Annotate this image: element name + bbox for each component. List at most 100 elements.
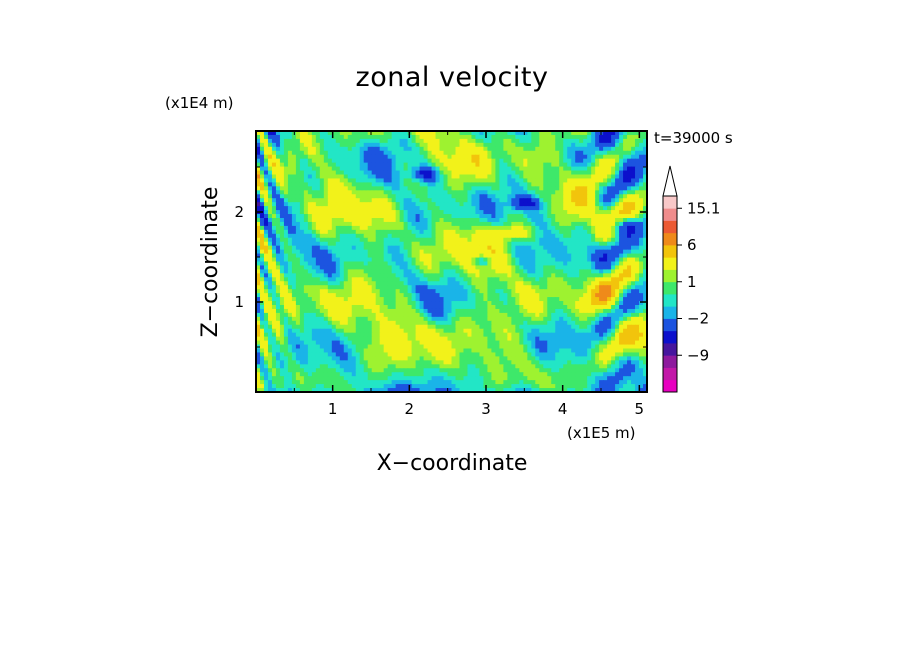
field-cell (263, 174, 269, 180)
field-cell (575, 166, 580, 172)
field-cell (479, 198, 485, 203)
field-cell (415, 269, 421, 274)
field-cell (619, 233, 624, 239)
field-cell (383, 221, 389, 227)
field-cell (327, 297, 333, 302)
field-cell (343, 289, 349, 294)
field-cell (331, 316, 337, 322)
field-cell (487, 210, 492, 215)
field-cell (319, 265, 325, 270)
field-cell (547, 265, 552, 270)
field-cell (267, 182, 273, 187)
field-cell (375, 170, 381, 176)
field-cell (435, 241, 441, 247)
field-cell (311, 194, 317, 199)
field-cell (379, 190, 385, 195)
field-cell (256, 245, 261, 251)
field-cell (543, 198, 548, 203)
field-cell (415, 166, 421, 172)
field-cell (431, 166, 437, 172)
field-cell (515, 281, 520, 286)
field-cell (447, 202, 453, 207)
field-cell (343, 293, 349, 298)
field-cell (419, 218, 425, 223)
field-cell (555, 158, 560, 164)
field-cell (299, 170, 305, 176)
field-cell (279, 178, 285, 183)
field-cell (467, 233, 473, 239)
field-cell (503, 241, 508, 247)
field-cell (575, 241, 580, 247)
field-cell (451, 210, 457, 215)
field-cell (635, 210, 640, 215)
field-cell (607, 174, 612, 180)
field-cell (367, 312, 373, 318)
field-cell (375, 182, 381, 187)
field-cell (595, 265, 600, 270)
field-cell (619, 273, 624, 278)
field-cell (275, 253, 281, 259)
field-cell (475, 281, 481, 286)
field-cell (611, 297, 616, 302)
field-cell (495, 308, 500, 314)
field-cell (259, 293, 265, 298)
field-cell (603, 285, 608, 290)
field-cell (631, 154, 636, 160)
field-cell (439, 245, 445, 251)
field-cell (443, 316, 449, 322)
field-cell (567, 170, 572, 176)
field-cell (631, 273, 636, 278)
field-cell (343, 138, 349, 144)
field-cell (443, 150, 449, 156)
field-cell (351, 146, 357, 152)
field-cell (519, 162, 524, 168)
field-cell (375, 210, 381, 215)
field-cell (327, 305, 333, 310)
field-cell (527, 154, 532, 160)
field-cell (391, 182, 397, 187)
field-cell (495, 186, 500, 191)
field-cell (271, 265, 277, 270)
field-cell (347, 186, 353, 191)
field-cell (639, 320, 644, 326)
field-cell (279, 320, 285, 326)
field-cell (355, 320, 361, 326)
field-cell (287, 218, 293, 223)
field-cell (283, 166, 289, 172)
field-cell (507, 229, 512, 235)
field-cell (295, 174, 301, 180)
field-cell (259, 312, 265, 318)
field-cell (459, 178, 465, 183)
field-cell (343, 198, 349, 203)
field-cell (423, 285, 429, 290)
field-cell (303, 190, 309, 195)
field-cell (615, 265, 620, 270)
field-cell (511, 305, 516, 310)
field-cell (403, 269, 409, 274)
field-cell (555, 241, 560, 247)
field-cell (399, 221, 405, 227)
field-cell (291, 289, 297, 294)
field-cell (559, 190, 564, 195)
field-cell (303, 320, 309, 326)
field-cell (619, 316, 624, 322)
field-cell (519, 194, 524, 199)
field-cell (415, 162, 421, 168)
field-cell (303, 186, 309, 191)
field-cell (355, 150, 361, 156)
field-cell (403, 328, 409, 334)
field-cell (259, 249, 265, 255)
field-cell (267, 154, 273, 160)
field-cell (303, 316, 309, 322)
field-cell (427, 190, 433, 195)
field-cell (603, 190, 608, 195)
field-cell (547, 297, 552, 302)
field-cell (611, 182, 616, 187)
field-cell (499, 249, 504, 255)
field-cell (403, 320, 409, 326)
field-cell (287, 214, 293, 219)
field-cell (575, 328, 580, 334)
field-cell (379, 174, 385, 180)
field-cell (271, 229, 277, 235)
field-cell (359, 297, 365, 302)
